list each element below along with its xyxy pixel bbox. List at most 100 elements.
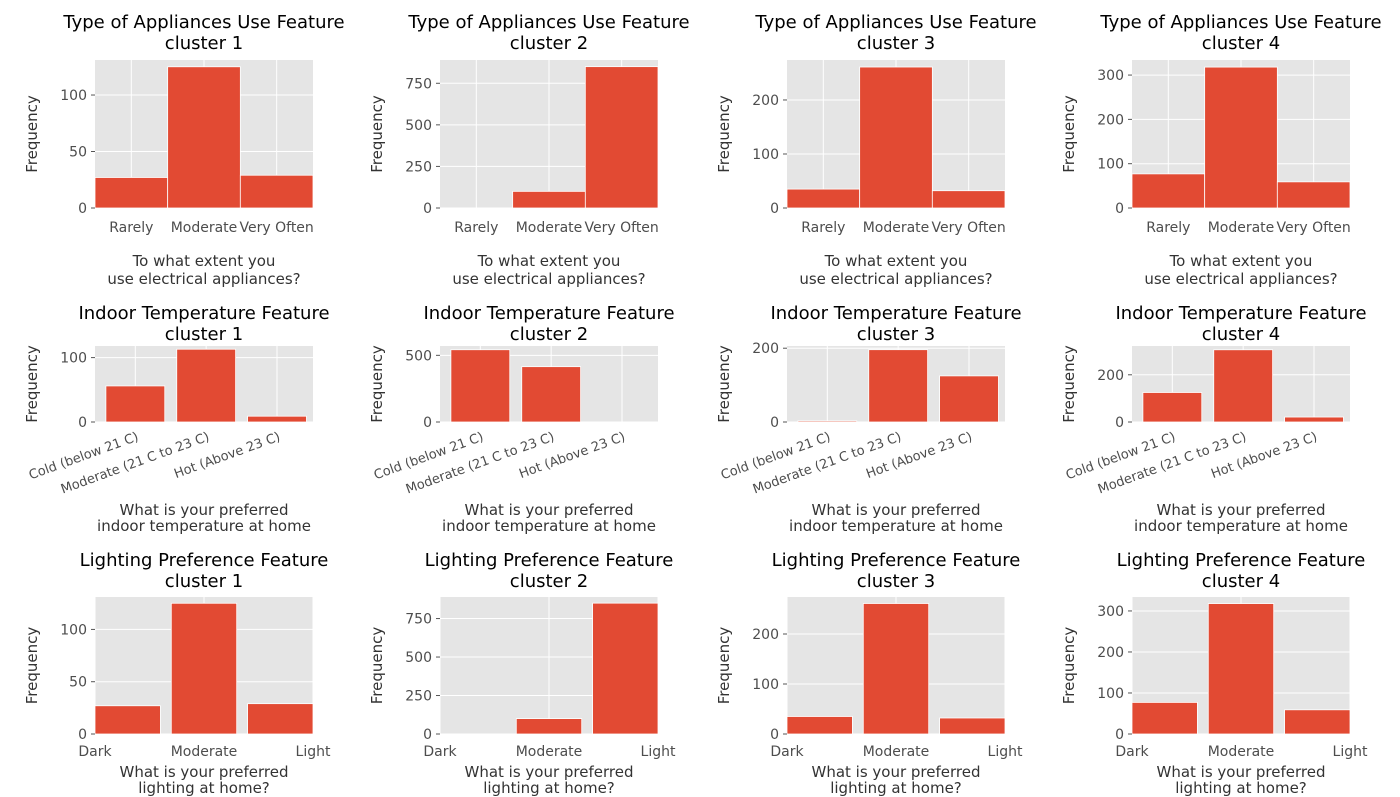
y-tick-label: 200 <box>752 627 779 643</box>
bar <box>939 717 1006 735</box>
y-tick-label: 100 <box>60 351 87 367</box>
x-tick-label: Dark <box>423 744 457 760</box>
y-tick-label: 0 <box>770 727 779 743</box>
y-tick-label: 100 <box>60 88 87 104</box>
bar <box>94 705 161 735</box>
y-axis-label: Frequency <box>368 627 386 705</box>
y-tick-label: 100 <box>752 147 779 163</box>
x-axis-label: What is your preferred <box>119 501 288 519</box>
bar <box>1284 416 1344 423</box>
x-tick-label: Rarely <box>109 220 153 236</box>
x-axis-label: use electrical appliances? <box>1144 270 1337 288</box>
bar <box>105 385 166 423</box>
y-tick-label: 300 <box>1097 68 1124 84</box>
subplot-title: cluster 3 <box>857 571 935 592</box>
x-tick-label: Light <box>1333 744 1368 760</box>
subplot-3: 0 100 200 Rarely Moderate Very Often Type of A… <box>715 12 1037 288</box>
x-axis-label: indoor temperature at home <box>97 517 311 535</box>
x-axis-label: What is your preferred <box>811 501 980 519</box>
subplot-title: Indoor Temperature Feature <box>770 303 1021 324</box>
x-tick-label: Very Often <box>932 220 1006 236</box>
bar <box>1207 603 1275 735</box>
y-tick-label: 200 <box>752 341 779 357</box>
x-axis-label: What is your preferred <box>1156 763 1325 781</box>
x-tick-label: Very Often <box>1277 220 1351 236</box>
bar <box>239 174 314 209</box>
y-axis-label: Frequency <box>1060 95 1078 173</box>
bar <box>786 188 861 209</box>
x-tick-label: Light <box>988 744 1023 760</box>
y-tick-label: 50 <box>69 145 87 161</box>
y-tick-label: 750 <box>405 76 432 92</box>
bar <box>931 190 1006 209</box>
bar <box>786 716 853 735</box>
subplot-title: Type of Appliances Use Feature <box>407 12 689 33</box>
bar <box>1204 66 1278 209</box>
x-axis-label: lighting at home? <box>483 779 615 797</box>
subplot-title: Indoor Temperature Feature <box>78 303 329 324</box>
x-tick-label: Rarely <box>801 220 845 236</box>
y-tick-label: 500 <box>405 348 432 364</box>
y-tick-label: 100 <box>1097 157 1124 173</box>
subplot-title: Indoor Temperature Feature <box>423 303 674 324</box>
y-tick-label: 100 <box>60 622 87 638</box>
y-axis-label: Frequency <box>1060 345 1078 423</box>
x-axis-label: indoor temperature at home <box>442 517 656 535</box>
subplot-title: cluster 1 <box>165 324 243 345</box>
y-axis-label: Frequency <box>1060 627 1078 705</box>
subplot-title: cluster 2 <box>510 33 588 54</box>
bar <box>167 66 241 209</box>
subplot-4: 0 100 200 300 Rarely Moderate Very Often Type o… <box>1060 12 1382 288</box>
bar <box>862 603 930 735</box>
x-axis-label: lighting at home? <box>830 779 962 797</box>
subplot-title: Indoor Temperature Feature <box>1115 303 1366 324</box>
bar <box>521 366 582 423</box>
y-axis-label: Frequency <box>23 345 41 423</box>
y-tick-label: 100 <box>752 677 779 693</box>
y-tick-label: 0 <box>770 415 779 431</box>
y-tick-label: 250 <box>405 689 432 705</box>
x-tick-label: Moderate <box>171 744 238 760</box>
y-tick-label: 250 <box>405 159 432 175</box>
subplot-2: 0 250 500 750 Rarely Moderate Very Often Type o… <box>368 12 690 288</box>
x-axis-label: use electrical appliances? <box>107 270 300 288</box>
x-axis-label: use electrical appliances? <box>799 270 992 288</box>
subplot-title: Lighting Preference Feature <box>425 550 674 571</box>
x-tick-label: Dark <box>78 744 112 760</box>
subplot-10: 0 250 500 750 Dark Moderate Light Lighting Pref… <box>368 550 676 797</box>
bar <box>1276 181 1351 209</box>
subplot-title: Lighting Preference Feature <box>80 550 329 571</box>
y-tick-label: 0 <box>770 201 779 217</box>
x-tick-label: Moderate <box>1208 744 1275 760</box>
bar <box>1131 702 1198 735</box>
bar <box>450 349 511 423</box>
x-tick-label: Moderate <box>516 744 583 760</box>
bar <box>584 66 659 209</box>
y-tick-label: 300 <box>1097 604 1124 620</box>
subplot-title: cluster 3 <box>857 33 935 54</box>
subplot-title: cluster 4 <box>1202 571 1280 592</box>
subplot-title: Lighting Preference Feature <box>772 550 1021 571</box>
x-axis-label: indoor temperature at home <box>789 517 1003 535</box>
x-axis-label: To what extent you <box>1169 252 1313 270</box>
x-tick-label: Light <box>641 744 676 760</box>
y-tick-label: 500 <box>405 650 432 666</box>
x-tick-label: Very Often <box>240 220 314 236</box>
subplot-title: Type of Appliances Use Feature <box>754 12 1036 33</box>
x-axis-label: What is your preferred <box>119 763 288 781</box>
x-axis-label: use electrical appliances? <box>452 270 645 288</box>
bar <box>1131 173 1206 209</box>
y-tick-label: 0 <box>78 727 87 743</box>
y-tick-label: 0 <box>423 201 432 217</box>
x-axis-label: To what extent you <box>824 252 968 270</box>
y-tick-label: 200 <box>1097 112 1124 128</box>
x-axis-label: To what extent you <box>132 252 276 270</box>
y-axis-label: Frequency <box>368 345 386 423</box>
y-tick-label: 0 <box>1115 415 1124 431</box>
y-tick-label: 200 <box>752 93 779 109</box>
y-axis-label: Frequency <box>715 345 733 423</box>
subplot-11: 0 100 200 Dark Moderate Light Lighting Prefere… <box>715 550 1023 797</box>
